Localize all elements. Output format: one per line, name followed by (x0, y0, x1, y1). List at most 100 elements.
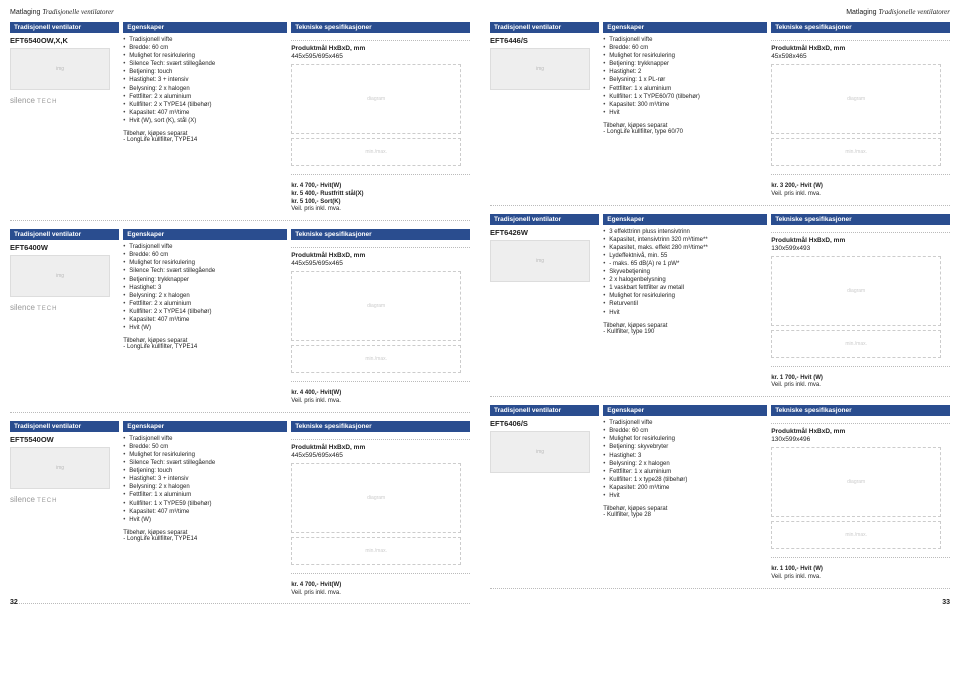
spec-bullet: 3 effekttrinn pluss intensivtrinn (603, 228, 767, 236)
page-header-right: Matlaging Tradisjonelle ventilatorer (490, 8, 950, 16)
price-note: Veil. pris inkl. mva. (771, 191, 950, 199)
accessory-item: - LongLife kullfilter, type 60/70 (603, 129, 683, 135)
dim-value: 130x599x493 (771, 245, 950, 252)
spec-bullet: Mulighet for resirkulering (603, 52, 767, 60)
col-header-props: Egenskaper (603, 22, 767, 33)
product-row: Tradisjonell ventilator EFT6400W img sil… (10, 229, 470, 413)
price-block: kr. 1 700,- Hvit (W) Veil. pris inkl. mv… (771, 375, 950, 391)
spec-bullet: Kapasitet: 200 m³/time (603, 484, 767, 492)
dimension-diagram: diagram (291, 463, 461, 533)
spec-list: Tradisjonell vifteBredde: 60 cmMulighet … (123, 36, 287, 125)
silence-tech-logo: silence TECH (10, 495, 119, 504)
col-header-props: Egenskaper (123, 229, 287, 240)
model-code: EFT6540OW,X,K (10, 36, 119, 45)
spec-list: Tradisjonell vifteBredde: 60 cmMulighet … (603, 419, 767, 500)
product-row: Tradisjonell ventilator EFT5540OW img si… (10, 421, 470, 605)
col-header-props: Egenskaper (123, 22, 287, 33)
clearance-diagram: min./max. (771, 138, 941, 166)
spec-bullet: Kullfilter: 1 x TYPE59 (tilbehør) (123, 500, 287, 508)
dim-value: 130x599x496 (771, 436, 950, 443)
spec-list: Tradisjonell vifteBredde: 50 cmMulighet … (123, 435, 287, 524)
product-image: img (10, 255, 110, 297)
spec-bullet: Belysning: 2 x halogen (123, 483, 287, 491)
spec-bullet: Belysning: 1 x PL-rør (603, 76, 767, 84)
price-line: kr. 4 700,- Hvit(W) (291, 582, 470, 590)
col-header-props: Egenskaper (603, 405, 767, 416)
price-block: kr. 4 700,- Hvit(W)kr. 5 400,- Rustfritt… (291, 183, 470, 214)
spec-bullet: Hastighet: 2 (603, 68, 767, 76)
dim-value: 445x595/695x465 (291, 53, 470, 60)
spec-bullet: Kullfilter: 1 x TYPE60/70 (tilbehør) (603, 93, 767, 101)
product-row: Tradisjonell ventilator EFT6540OW,X,K im… (10, 22, 470, 221)
col-header-props: Egenskaper (123, 421, 287, 432)
spec-bullet: Kullfilter: 2 x TYPE14 (tilbehør) (123, 308, 287, 316)
product-image: img (490, 48, 590, 90)
dim-value: 445x595/695x465 (291, 260, 470, 267)
price-line: kr. 5 400,- Rustfritt stål(X) (291, 191, 470, 199)
spec-bullet: Betjening: touch (123, 467, 287, 475)
spec-bullet: Tradisjonell vifte (603, 36, 767, 44)
spec-bullet: 1 vaskbart fettfilter av metall (603, 284, 767, 292)
col-header-tech: Tekniske spesifikasjoner (771, 214, 950, 225)
accessory-block: Tilbehør, kjøpes separat - Kullfilter, t… (603, 506, 767, 518)
page-header-left: Matlaging Tradisjonelle ventilatorer (10, 8, 470, 16)
dim-label: Produktmål HxBxD, mm (291, 252, 470, 259)
model-code: EFT6446/S (490, 36, 599, 45)
accessory-item: - LongLife kullfilter, TYPE14 (123, 536, 197, 542)
spec-bullet: Hvit (603, 109, 767, 117)
spec-bullet: Fettfilter: 2 x aluminium (123, 93, 287, 101)
spec-bullet: Hvit (W) (123, 324, 287, 332)
spec-list: Tradisjonell vifteBredde: 60 cmMulighet … (603, 36, 767, 117)
model-code: EFT5540OW (10, 435, 119, 444)
clearance-diagram: min./max. (291, 537, 461, 565)
spec-bullet: Mulighet for resirkulering (123, 259, 287, 267)
price-note: Veil. pris inkl. mva. (291, 398, 470, 406)
spec-bullet: Silence Tech: svært stillegående (123, 267, 287, 275)
accessory-block: Tilbehør, kjøpes separat - LongLife kull… (123, 131, 287, 143)
spec-bullet: Betjening: trykknapper (123, 276, 287, 284)
accessory-item: - Kullfilter, type 28 (603, 512, 651, 518)
price-line: kr. 1 700,- Hvit (W) (771, 375, 950, 383)
accessory-block: Tilbehør, kjøpes separat - LongLife kull… (603, 123, 767, 135)
spec-bullet: Hastighet: 3 + intensiv (123, 76, 287, 84)
spec-bullet: Fettfilter: 2 x aluminium (123, 300, 287, 308)
spec-bullet: Kapasitet: 407 m³/time (123, 508, 287, 516)
spec-bullet: Mulighet for resirkulering (123, 451, 287, 459)
product-image: img (10, 48, 110, 90)
spec-bullet: Tradisjonell vifte (123, 435, 287, 443)
col-header-model: Tradisjonell ventilator (10, 229, 119, 240)
col-header-props: Egenskaper (603, 214, 767, 225)
dimension-diagram: diagram (291, 64, 461, 134)
hdr-sub: Tradisjonelle ventilatorer (42, 8, 114, 16)
clearance-diagram: min./max. (771, 330, 941, 358)
dim-value: 445x595/695x465 (291, 452, 470, 459)
accessory-block: Tilbehør, kjøpes separat - LongLife kull… (123, 338, 287, 350)
spec-bullet: Mulighet for resirkulering (123, 52, 287, 60)
price-note: Veil. pris inkl. mva. (771, 574, 950, 582)
spec-bullet: Returventil (603, 300, 767, 308)
spec-bullet: Kullfilter: 1 x type28 (tilbehør) (603, 476, 767, 484)
spec-bullet: Belysning: 2 x halogen (603, 460, 767, 468)
spec-bullet: Kapasitet: 407 m³/time (123, 316, 287, 324)
col-header-model: Tradisjonell ventilator (490, 405, 599, 416)
spec-bullet: Hvit (W) (123, 516, 287, 524)
col-header-tech: Tekniske spesifikasjoner (291, 229, 470, 240)
col-header-tech: Tekniske spesifikasjoner (291, 22, 470, 33)
price-note: Veil. pris inkl. mva. (291, 590, 470, 598)
page-num-right: 33 (942, 599, 950, 606)
accessory-block: Tilbehør, kjøpes separat - LongLife kull… (123, 530, 287, 542)
dim-value: 45x598x465 (771, 53, 950, 60)
silence-tech-logo: silence TECH (10, 96, 119, 105)
price-block: kr. 1 100,- Hvit (W) Veil. pris inkl. mv… (771, 566, 950, 582)
spec-bullet: Mulighet for resirkulering (603, 435, 767, 443)
spec-bullet: Bredde: 60 cm (123, 44, 287, 52)
spec-bullet: Hvit (603, 309, 767, 317)
spec-bullet: Hvit (W), sort (K), stål (X) (123, 117, 287, 125)
spec-bullet: Bredde: 60 cm (603, 427, 767, 435)
dim-label: Produktmål HxBxD, mm (771, 45, 950, 52)
hdr-sub: Tradisjonelle ventilatorer (879, 8, 951, 16)
col-header-tech: Tekniske spesifikasjoner (771, 405, 950, 416)
spec-bullet: Silence Tech: svært stillegående (123, 459, 287, 467)
spec-bullet: Mulighet for resirkulering (603, 292, 767, 300)
clearance-diagram: min./max. (291, 138, 461, 166)
